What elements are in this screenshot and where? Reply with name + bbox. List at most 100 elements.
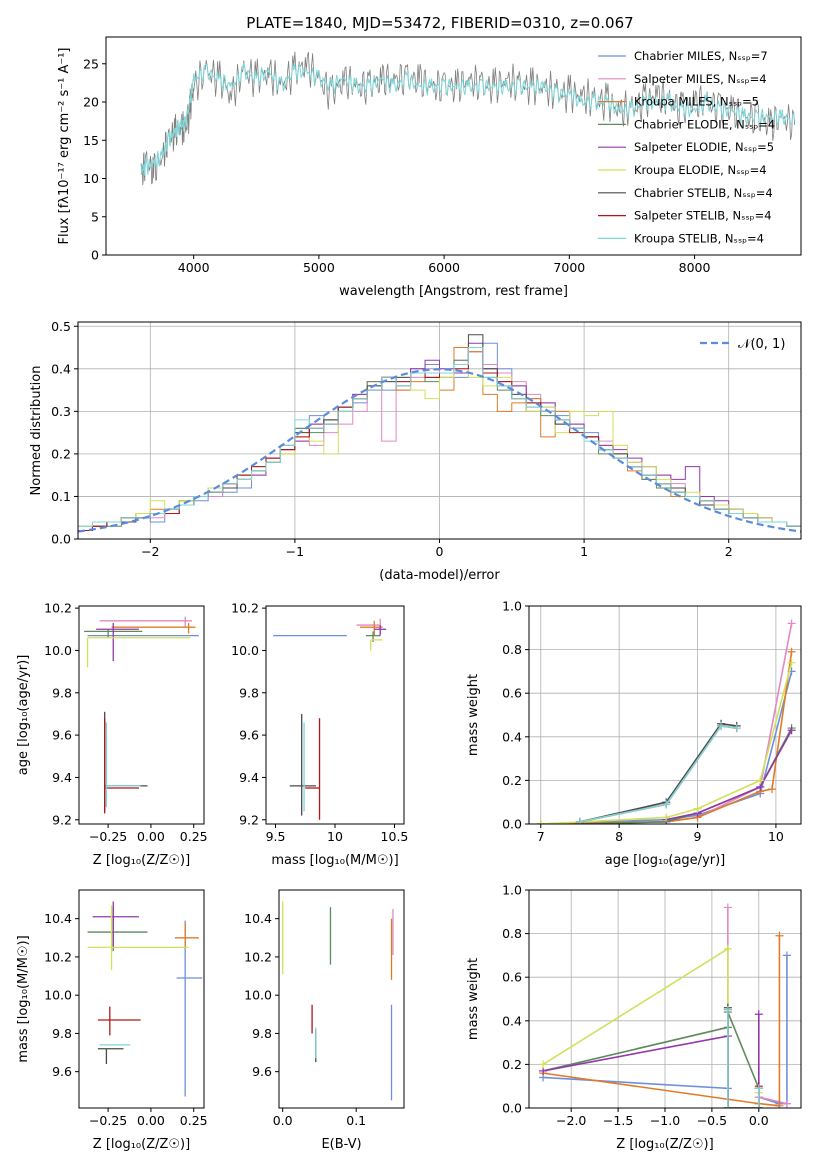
errorbar-Chabrier MILES — [176, 920, 203, 1097]
x-axis-label: (data-model)/error — [379, 568, 500, 583]
weight-marker — [775, 1101, 784, 1108]
errorbar-Salpeter STELIB — [305, 718, 321, 820]
y-tick-label: 9.6 — [52, 728, 72, 743]
x-axis-label: age [log₁₀(age/yr)] — [605, 853, 726, 868]
spectrum-line-data — [140, 51, 796, 186]
y-tick-label: 9.8 — [52, 1026, 72, 1041]
x-tick-label: 10.5 — [381, 829, 409, 844]
y-tick-label: 0.8 — [502, 642, 522, 657]
y-tick-label: 0.4 — [502, 1013, 522, 1028]
legend-label: 𝒩(0, 1) — [738, 337, 785, 352]
errorbar-Chabrier STELIB — [97, 1048, 124, 1065]
x-tick-label: −1.5 — [603, 1113, 633, 1128]
legend-label: Chabrier MILES, Nₛₛₚ=7 — [634, 49, 768, 63]
x-axis-label: E(B-V) — [321, 1137, 361, 1152]
errorbar-Kroupa ELODIE — [86, 637, 191, 668]
x-tick-label: −1.0 — [650, 1113, 680, 1128]
legend-label: Salpeter ELODIE, Nₛₛₚ=5 — [634, 140, 774, 154]
weight-line-Salpeter ELODIE — [666, 729, 793, 821]
y-tick-label: 9.4 — [239, 770, 259, 785]
panel-age-vs-mass: 9.5 10 10.5 9.2 9.4 9.6 9.8 10.0 10.2 mass [log₁₀… — [231, 601, 408, 868]
errorbar-Kroupa MILES — [111, 622, 196, 634]
x-tick-label: 0.25 — [180, 829, 208, 844]
errorbar-Kroupa ELODIE — [87, 905, 189, 971]
panel-residuals: 𝒩(0, 1) −2 −1 0 1 2 0.0 0.1 0.2 0.3 0.4 0.5 (data-mo… — [29, 319, 802, 583]
weight-marker — [787, 658, 796, 667]
axes-frame — [265, 605, 405, 825]
y-tick-label: 10.4 — [244, 911, 272, 926]
weight-marker — [536, 820, 545, 824]
x-axis-label: wavelength [Angstrom, rest frame] — [339, 284, 568, 299]
y-tick-label: 1.0 — [502, 599, 522, 614]
y-tick-label: 10.0 — [44, 643, 72, 658]
x-tick-label: −1 — [286, 544, 304, 559]
y-tick-label: 0.2 — [502, 1057, 522, 1072]
panel-spectrum: Chabrier MILES, Nₛₛₚ=7 Salpeter MILES, Nₛ… — [57, 36, 802, 299]
weight-marker — [662, 800, 671, 809]
plot-area-spectrum — [140, 51, 796, 186]
gaussian-curve — [78, 368, 801, 533]
x-tick-label: 10 — [768, 829, 784, 844]
y-tick-label: 10.2 — [44, 949, 72, 964]
x-axis-label: Z [log₁₀(Z/Z☉)] — [93, 853, 190, 868]
weight-marker — [754, 1104, 763, 1108]
weight-marker — [754, 1010, 763, 1019]
panel-massweight-vs-age: 7 8 9 10 0.0 0.2 0.4 0.6 0.8 1.0 age [log₁₀(age/yr… — [466, 599, 802, 868]
x-tick-label: 0.25 — [180, 1113, 208, 1128]
y-tick-label: 9.2 — [52, 812, 72, 827]
x-tick-label: 8000 — [679, 260, 711, 275]
errorbar-Salpeter MILES — [356, 618, 381, 634]
axes-frame — [528, 605, 802, 825]
y-tick-label: 0.0 — [502, 1101, 522, 1116]
weight-marker — [754, 1084, 763, 1093]
plot-area-age-vs-mass — [273, 618, 387, 820]
y-axis-label: Flux [fλ10⁻¹⁷ erg cm⁻² s⁻¹ A⁻¹] — [57, 48, 72, 245]
y-tick-label: 0.4 — [502, 729, 522, 744]
panel-age-vs-Z: −0.25 0.00 0.25 9.2 9.4 9.6 9.8 10.0 10.2 Z [log₁… — [16, 601, 208, 868]
y-tick-label: 10.2 — [44, 601, 72, 616]
y-tick-label: 10.0 — [231, 643, 259, 658]
y-tick-label: 10.2 — [244, 949, 272, 964]
errorbar-Chabrier STELIB — [104, 711, 148, 812]
y-tick-label: 0.0 — [51, 532, 71, 547]
figure-title: PLATE=1840, MJD=53472, FIBERID=0310, z=0… — [246, 14, 633, 32]
axes-frame — [105, 36, 802, 256]
x-tick-label: 5000 — [303, 260, 335, 275]
y-tick-label: 0.6 — [502, 686, 522, 701]
x-axis-label: Z [log₁₀(Z/Z☉)] — [616, 1137, 713, 1152]
plot-area-age-vs-Z — [84, 616, 199, 814]
weight-line-Kroupa MILES — [542, 935, 781, 1107]
weight-line-Kroupa STELIB — [727, 1009, 760, 1108]
y-tick-label: 0.5 — [51, 319, 71, 334]
axes-frame — [78, 605, 205, 825]
x-axis-label: Z [log₁₀(Z/Z☉)] — [93, 1137, 190, 1152]
weight-marker — [787, 619, 796, 628]
legend-label: Chabrier STELIB, Nₛₛₚ=4 — [634, 186, 773, 200]
weight-marker — [723, 944, 732, 953]
y-tick-label: 9.8 — [252, 1026, 272, 1041]
x-tick-label: 0.00 — [137, 1113, 165, 1128]
x-tick-label: 2 — [725, 544, 733, 559]
weight-marker — [575, 817, 584, 824]
weight-line-Salpeter ELODIE — [542, 1014, 760, 1108]
x-tick-label: 9 — [694, 829, 702, 844]
x-tick-label: 0.1 — [346, 1113, 366, 1128]
y-tick-label: 25 — [83, 56, 99, 71]
weight-marker — [775, 931, 784, 940]
weight-line-Kroupa STELIB — [579, 725, 737, 823]
y-tick-label: 0 — [91, 248, 99, 263]
y-tick-label: 0.3 — [51, 404, 71, 419]
legend-label: Salpeter MILES, Nₛₛₚ=4 — [634, 72, 767, 86]
y-tick-label: 10.0 — [244, 988, 272, 1003]
y-axis-label: mass weight — [466, 674, 481, 756]
panel-massweight-vs-Z: −2.0 −1.5 −1.0 −0.5 0.0 0.0 0.2 0.4 0.6 0.8 1.0 Z [… — [466, 883, 802, 1152]
x-tick-label: 9.5 — [266, 829, 286, 844]
y-tick-label: 5 — [91, 209, 99, 224]
weight-marker — [662, 813, 671, 822]
x-tick-label: 0 — [436, 544, 444, 559]
errorbar-Kroupa ELODIE — [370, 639, 383, 651]
weight-line-Chabrier STELIB — [579, 722, 737, 823]
x-tick-label: 6000 — [428, 260, 460, 275]
weight-marker — [723, 1104, 732, 1108]
